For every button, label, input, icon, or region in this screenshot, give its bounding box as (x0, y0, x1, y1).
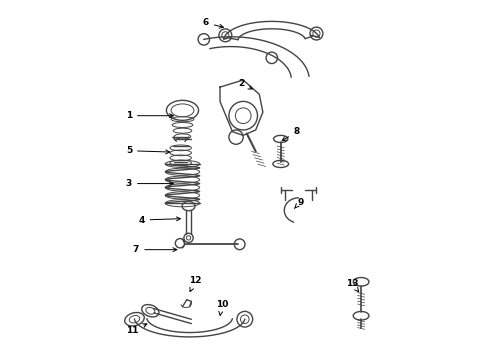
Text: 5: 5 (126, 146, 170, 155)
Text: 4: 4 (138, 216, 180, 225)
Text: 9: 9 (294, 198, 304, 208)
Text: 13: 13 (346, 279, 359, 292)
Text: 7: 7 (133, 245, 177, 254)
Text: 11: 11 (126, 324, 147, 335)
Text: 8: 8 (282, 127, 300, 140)
Text: 2: 2 (238, 79, 252, 89)
Text: 6: 6 (202, 18, 223, 28)
Text: 1: 1 (126, 111, 173, 120)
Text: 12: 12 (189, 276, 201, 292)
Text: 3: 3 (126, 179, 173, 188)
Text: 10: 10 (216, 300, 228, 315)
